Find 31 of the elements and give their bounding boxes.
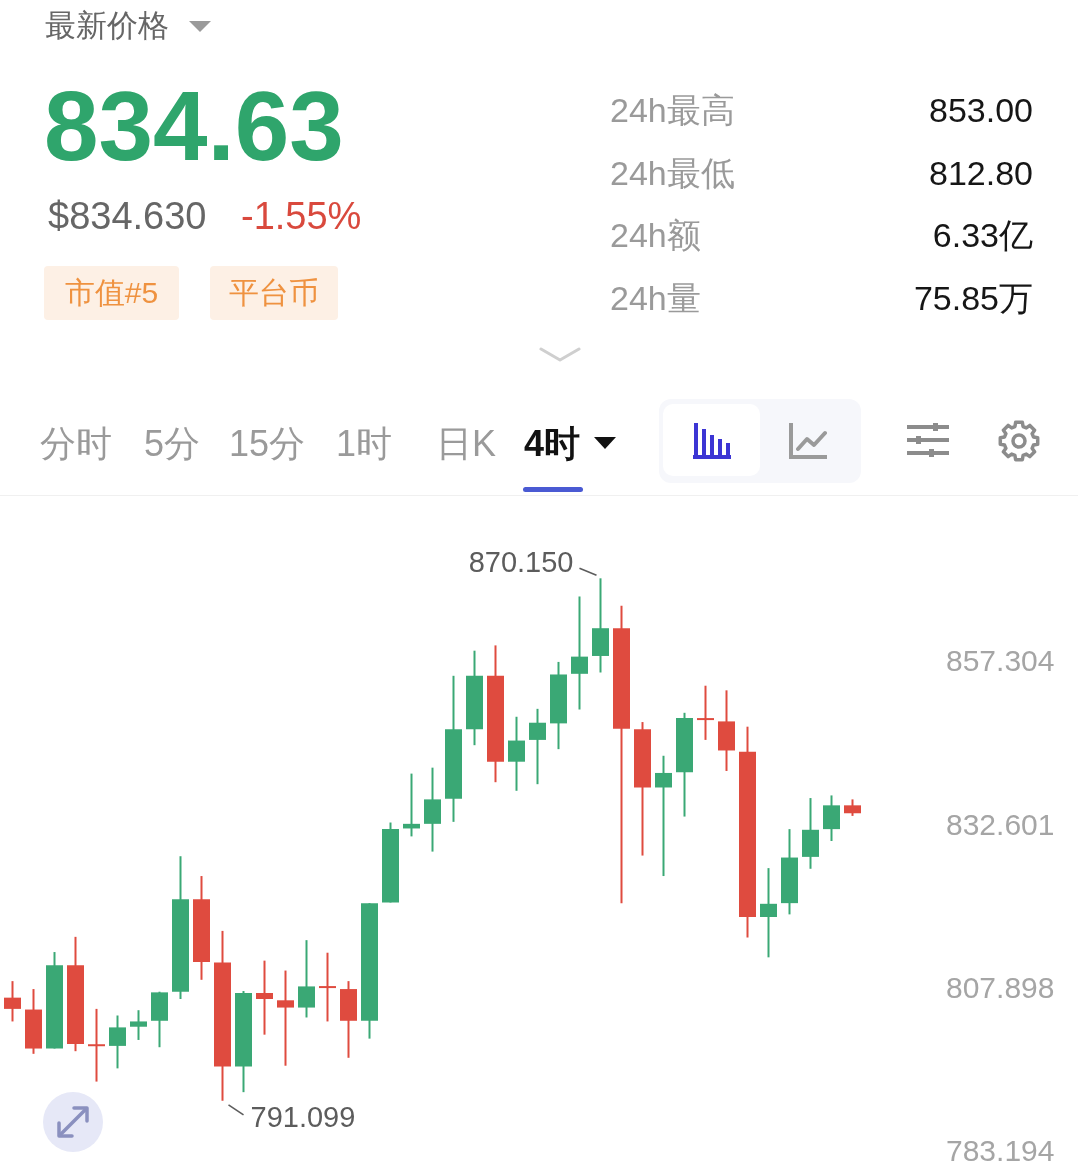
candlestick	[319, 952, 336, 1022]
candlestick	[256, 960, 273, 1035]
y-tick-label: 857.304	[946, 644, 1055, 678]
text: 75.85万	[913, 279, 1033, 318]
y-tick-label: 832.601	[946, 807, 1055, 841]
y-tick-label: 783.194	[946, 1134, 1055, 1168]
text: 812.80	[929, 153, 1033, 192]
text: 24h最高	[610, 91, 735, 129]
text: 15分	[229, 423, 306, 464]
text: $834.630	[48, 195, 207, 237]
text: 分时	[40, 423, 112, 464]
annotation: 870.150	[468, 546, 574, 579]
text: 市值#5	[64, 276, 159, 309]
text: -1.55%	[241, 195, 362, 237]
chart-title: 最新价格	[45, 8, 169, 43]
annotation: 791.099	[250, 1100, 356, 1133]
text: 6.33亿	[932, 216, 1033, 255]
text: 24h量	[610, 279, 701, 318]
text: 24h最低	[610, 153, 735, 192]
y-tick-label: 807.898	[946, 971, 1055, 1004]
text: 834.63	[44, 71, 344, 181]
text: 4时	[524, 423, 581, 464]
text: 平台币	[229, 276, 319, 309]
text: 24h额	[610, 216, 701, 255]
candlestick	[697, 685, 714, 740]
text: 853.00	[929, 91, 1033, 129]
text: 5分	[144, 423, 201, 464]
candlestick	[88, 1008, 105, 1082]
candlestick	[277, 970, 294, 1066]
text: 日K	[436, 423, 497, 464]
text: 1时	[336, 423, 393, 464]
